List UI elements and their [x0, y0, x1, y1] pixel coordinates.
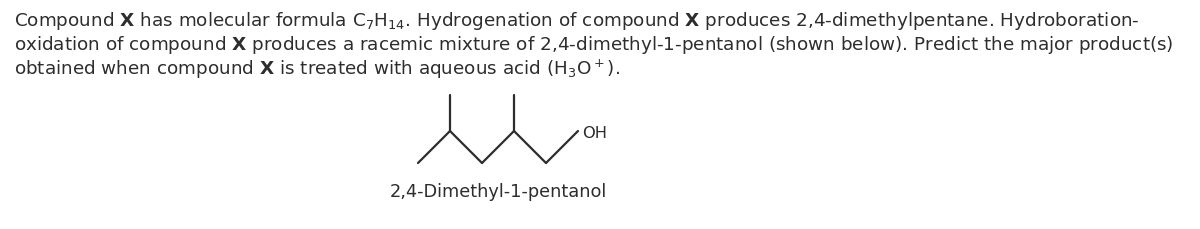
Text: OH: OH	[582, 125, 607, 141]
Text: 2,4-Dimethyl-1-pentanol: 2,4-Dimethyl-1-pentanol	[389, 183, 607, 201]
Text: obtained when compound $\mathbf{X}$ is treated with aqueous acid (H$_3$O$^+$).: obtained when compound $\mathbf{X}$ is t…	[14, 58, 620, 81]
Text: oxidation of compound $\mathbf{X}$ produces a racemic mixture of 2,4-dimethyl-1-: oxidation of compound $\mathbf{X}$ produ…	[14, 34, 1174, 56]
Text: Compound $\mathbf{X}$ has molecular formula C$_7$H$_{14}$. Hydrogenation of comp: Compound $\mathbf{X}$ has molecular form…	[14, 10, 1140, 32]
